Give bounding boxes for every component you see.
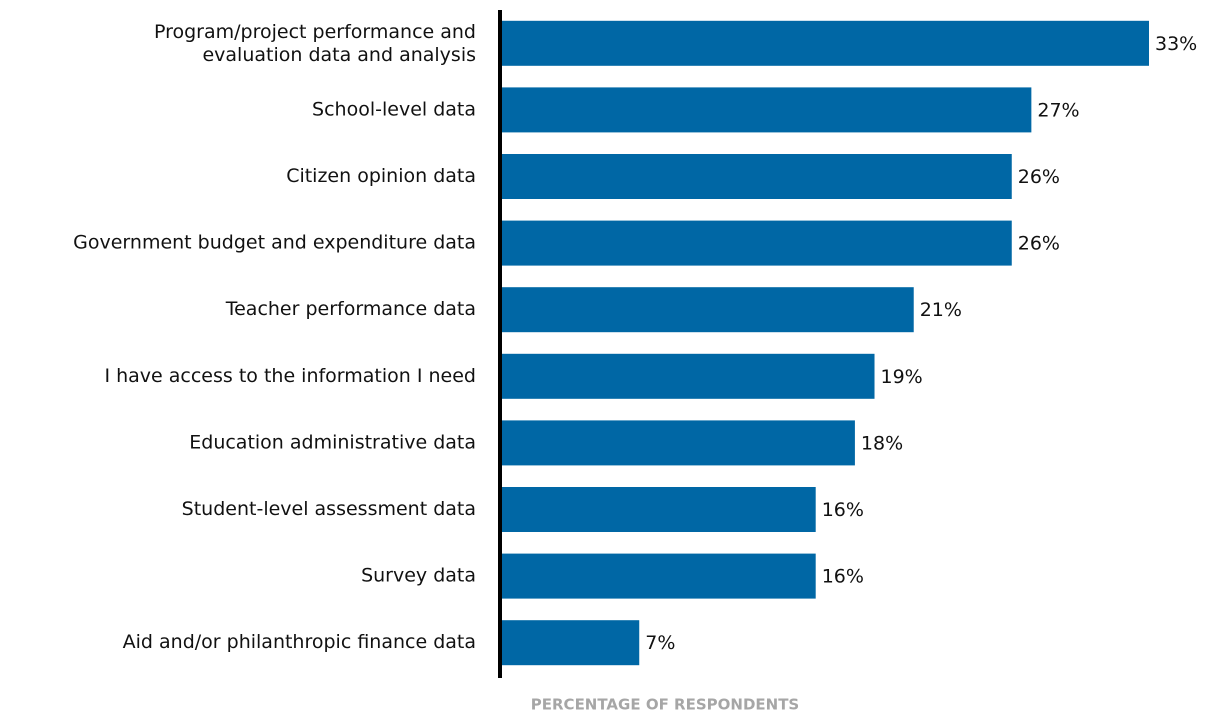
bar (502, 287, 914, 333)
bar (502, 87, 1032, 133)
value-label: 33% (1155, 33, 1197, 55)
y-tick-label: Teacher performance data (225, 298, 476, 320)
bar (502, 20, 1149, 66)
y-tick-label: School-level data (312, 98, 476, 120)
value-label: 16% (822, 566, 864, 588)
value-label: 16% (822, 499, 864, 521)
y-tick-label: Education administrative data (189, 431, 476, 453)
bar (502, 154, 1012, 199)
bar (502, 420, 855, 466)
y-tick-label: Citizen opinion data (286, 165, 476, 187)
x-axis-label: PERCENTAGE OF RESPONDENTS (531, 696, 799, 714)
value-label: 27% (1037, 99, 1079, 121)
value-label: 21% (920, 299, 962, 321)
value-label: 7% (645, 632, 675, 654)
bar (502, 620, 640, 666)
bar (502, 353, 875, 399)
y-tick-label: Student-level assessment data (182, 498, 476, 520)
y-tick-label: Program/project performance and evaluatio… (154, 20, 476, 65)
bar (502, 553, 816, 599)
y-tick-label: Government budget and expenditure data (73, 232, 476, 254)
value-label: 19% (881, 366, 923, 388)
bar (502, 487, 816, 532)
y-tick-label: Aid and/or philanthropic finance data (123, 631, 476, 653)
y-tick-label: Survey data (361, 565, 476, 587)
value-label: 26% (1018, 166, 1060, 188)
value-label: 18% (861, 432, 903, 454)
value-label: 26% (1018, 233, 1060, 255)
bar (502, 220, 1012, 266)
y-tick-label: I have access to the information I need (104, 365, 476, 387)
